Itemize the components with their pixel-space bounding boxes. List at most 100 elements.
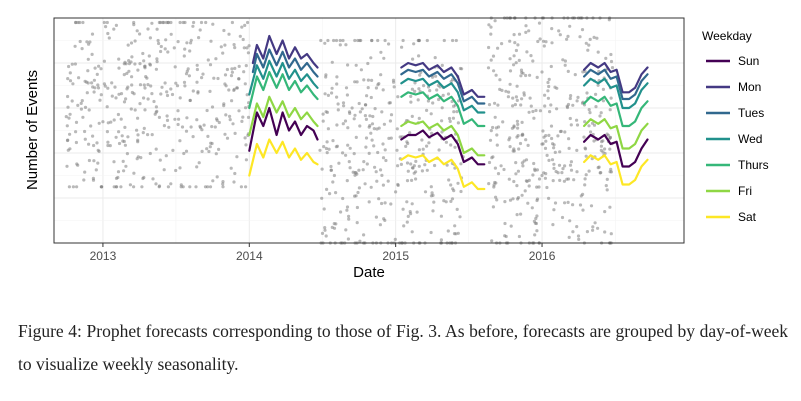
observed-point [575, 99, 579, 103]
observed-point [90, 52, 94, 57]
observed-point [524, 138, 528, 142]
observed-point [324, 146, 328, 151]
observed-point [246, 51, 250, 55]
observed-point [487, 103, 492, 107]
observed-point [603, 210, 607, 214]
observed-point [552, 162, 556, 166]
observed-point [592, 139, 596, 143]
observed-point [410, 178, 414, 182]
series-line-thurs [582, 95, 649, 128]
observed-point [325, 110, 329, 114]
observed-point [552, 146, 556, 150]
observed-point [365, 162, 369, 166]
observed-point [609, 232, 613, 236]
observed-point [423, 190, 428, 194]
observed-point [361, 168, 365, 172]
observed-point [207, 149, 211, 154]
observed-point [105, 130, 109, 134]
observed-point [371, 114, 375, 119]
observed-point [230, 99, 234, 103]
observed-point [511, 197, 515, 201]
observed-point [491, 54, 496, 58]
observed-point [588, 37, 592, 42]
observed-point [517, 58, 521, 63]
observed-point [112, 118, 116, 122]
series-line-tues [400, 68, 486, 105]
observed-point [456, 121, 460, 125]
observed-point [533, 233, 537, 237]
observed-point [117, 92, 121, 96]
observed-point [537, 21, 542, 25]
observed-point [68, 132, 72, 136]
observed-point [171, 148, 175, 152]
observed-point [244, 64, 248, 68]
observed-point [343, 119, 348, 123]
observed-point [459, 162, 463, 166]
observed-point [562, 179, 567, 183]
observed-point [401, 38, 405, 43]
observed-point [68, 112, 72, 116]
observed-point [517, 147, 521, 151]
observed-point [569, 123, 573, 127]
observed-point [357, 186, 361, 190]
observed-point [71, 185, 75, 189]
observed-point [173, 117, 177, 121]
observed-point [451, 38, 455, 43]
observed-point [587, 108, 591, 112]
observed-point [166, 50, 170, 54]
observed-point [122, 100, 127, 104]
observed-point [566, 200, 570, 204]
observed-point [423, 163, 427, 167]
observed-point [92, 143, 96, 148]
observed-point [496, 103, 500, 107]
observed-point [85, 40, 89, 44]
observed-point [379, 50, 383, 54]
observed-point [531, 59, 535, 63]
observed-point [169, 182, 173, 186]
observed-point [221, 182, 225, 186]
observed-point [608, 147, 612, 151]
observed-point [79, 101, 83, 105]
observed-point [233, 66, 237, 70]
observed-point [537, 185, 541, 189]
observed-point [584, 173, 588, 177]
observed-point [369, 95, 373, 100]
observed-point [578, 203, 583, 207]
observed-point [70, 99, 74, 103]
observed-point [176, 109, 180, 113]
observed-point [362, 233, 366, 237]
observed-point [421, 147, 425, 151]
observed-point [332, 173, 336, 178]
observed-point [330, 60, 334, 64]
observed-point [409, 94, 413, 98]
observed-point [545, 185, 549, 190]
observed-point [129, 107, 133, 111]
observed-point [85, 91, 89, 95]
observed-point [454, 232, 458, 236]
observed-point [66, 94, 70, 99]
observed-point [519, 68, 524, 72]
observed-point [566, 102, 571, 107]
observed-point [332, 226, 337, 230]
observed-point [552, 143, 556, 147]
observed-point [325, 140, 329, 144]
observed-point [206, 185, 210, 189]
observed-point [221, 51, 225, 55]
observed-point [323, 41, 327, 45]
observed-point [159, 92, 163, 96]
observed-point [406, 141, 410, 146]
observed-point [486, 66, 491, 70]
observed-point [516, 134, 520, 138]
observed-point [383, 201, 387, 205]
observed-point [87, 108, 91, 112]
observed-point [216, 76, 220, 81]
observed-point [344, 153, 348, 157]
observed-point [584, 154, 588, 158]
observed-point [491, 125, 495, 130]
observed-point [568, 163, 573, 167]
observed-point [204, 20, 208, 25]
observed-point [575, 118, 579, 122]
observed-point [513, 103, 518, 107]
observed-point [561, 58, 565, 62]
observed-point [244, 143, 248, 147]
